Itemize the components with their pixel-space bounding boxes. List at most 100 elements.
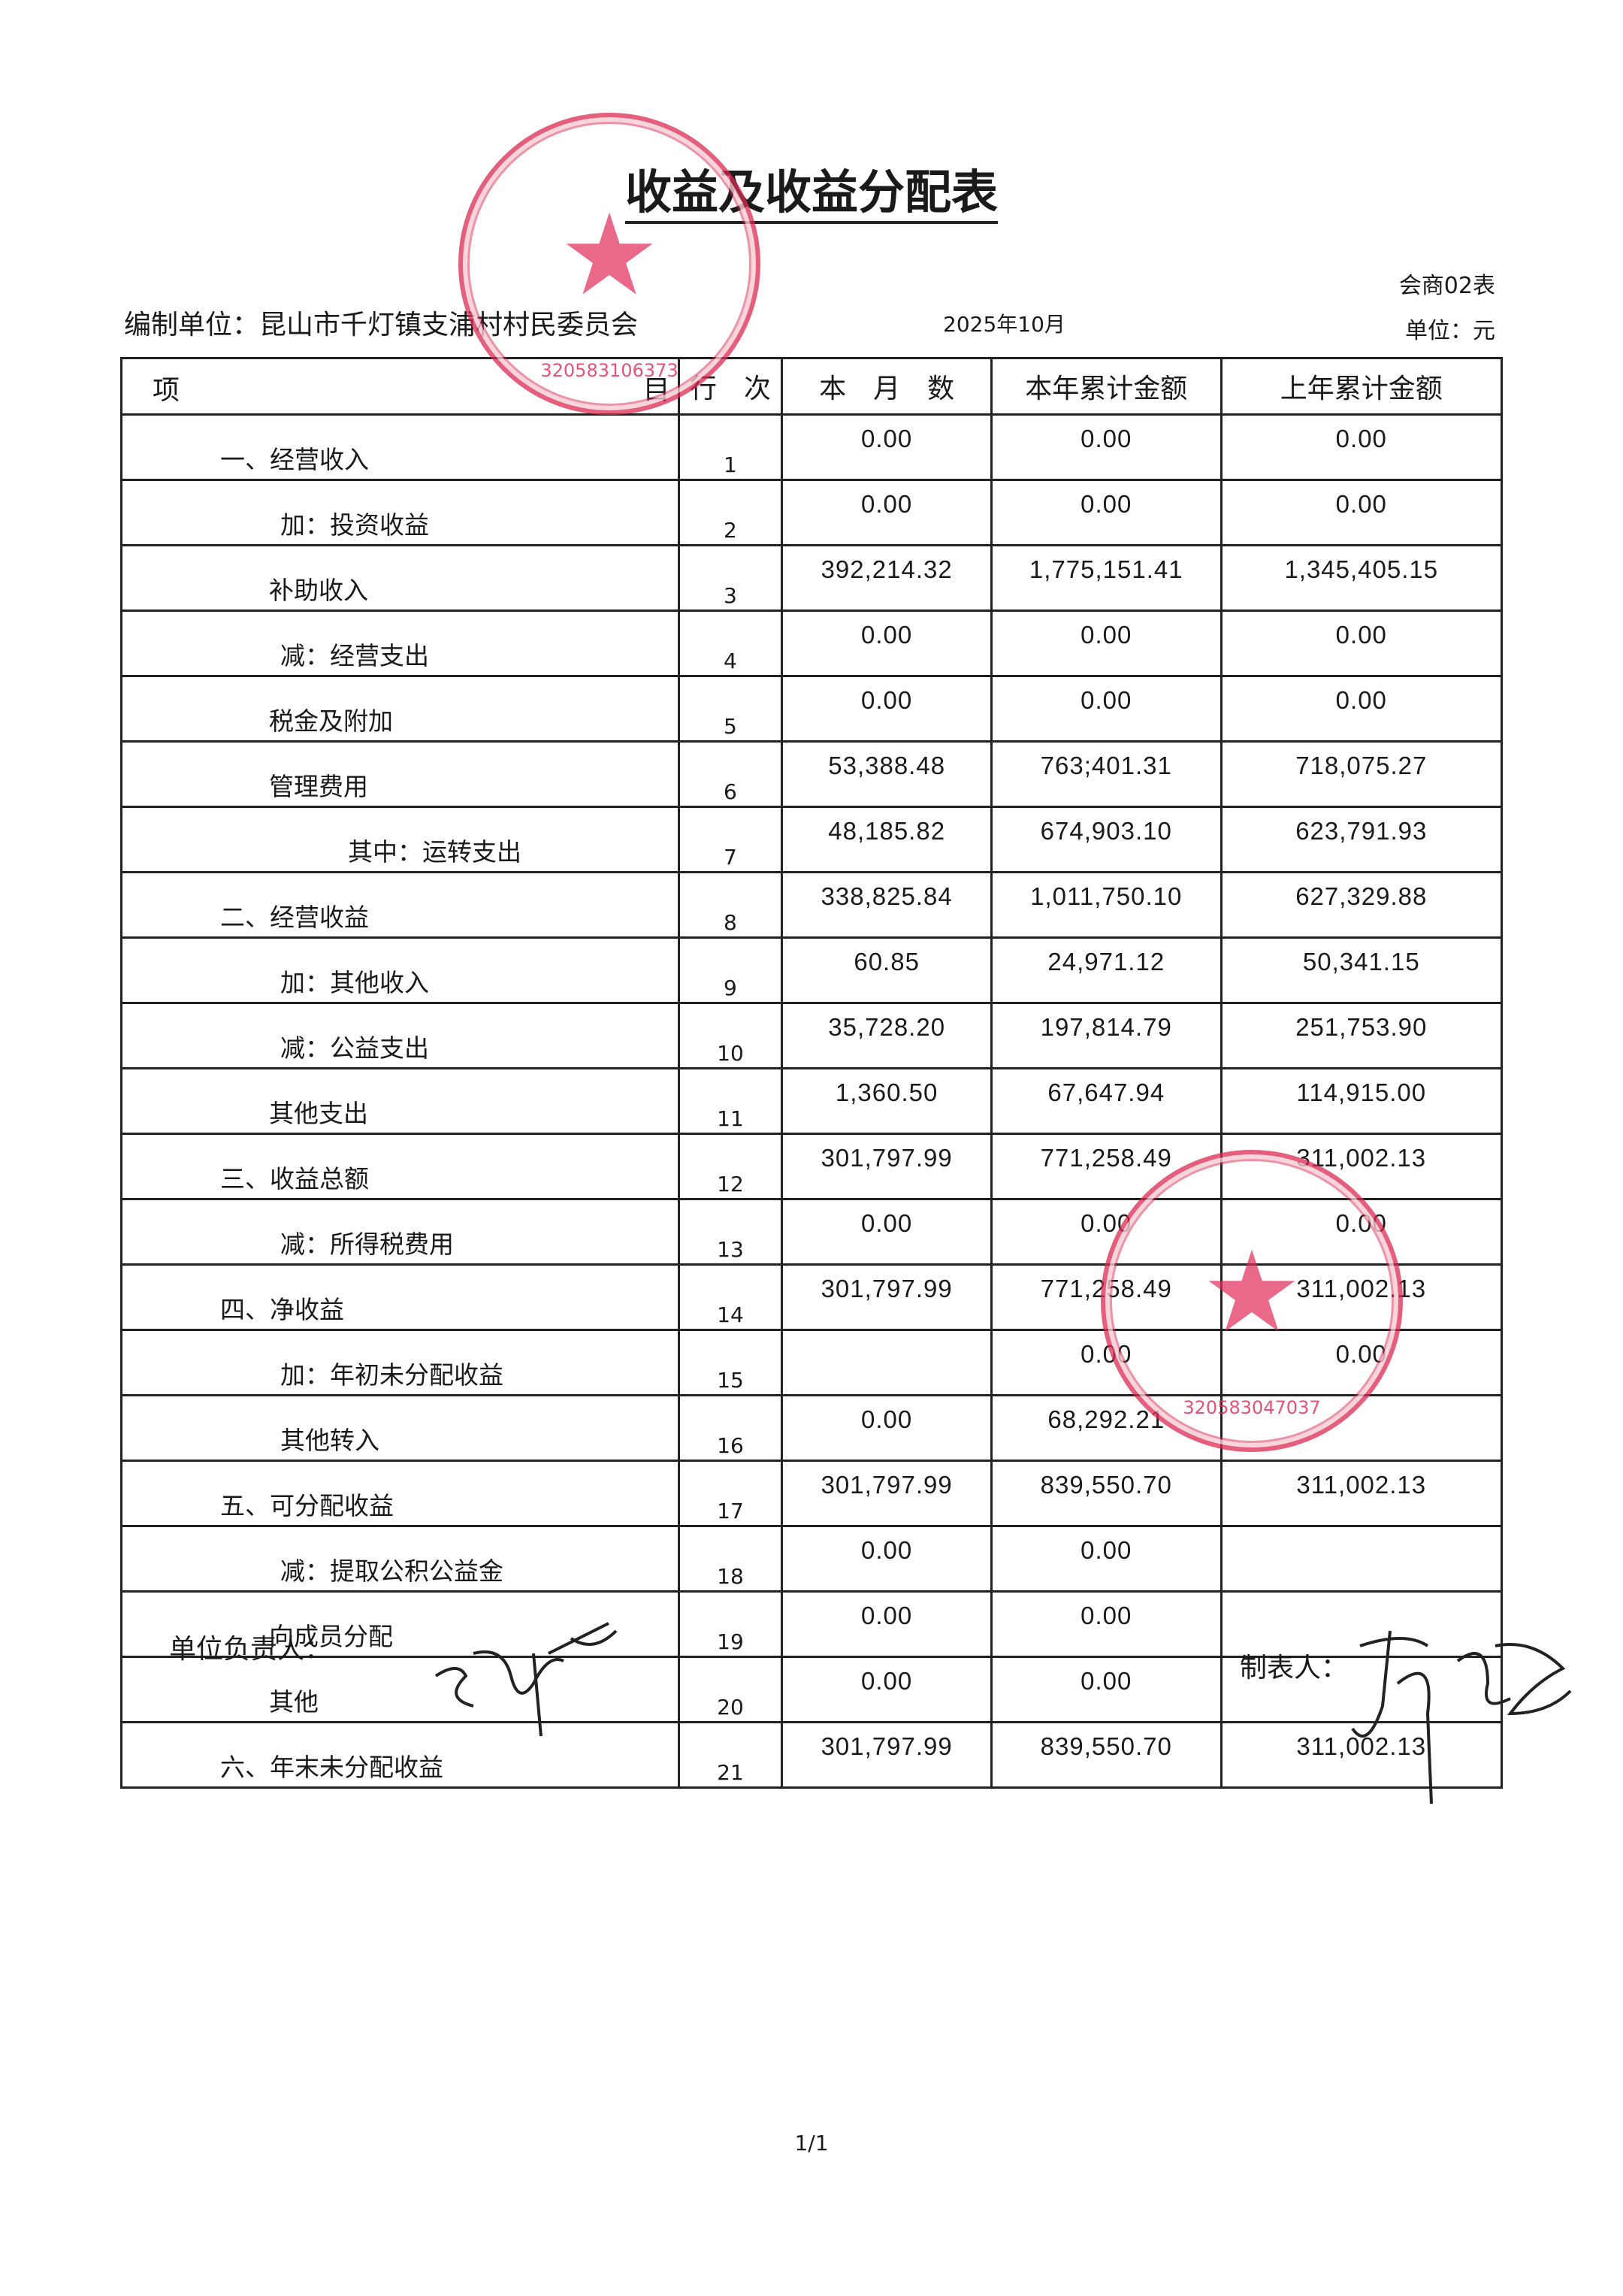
currency-unit: 单位：元 <box>1405 318 1495 344</box>
row-ytd-amount: 197,814.79 <box>990 1002 1223 1069</box>
row-line-number: 4 <box>677 610 784 677</box>
row-item: 减：提取公积公益金 <box>120 1525 680 1593</box>
row-prev-ytd-amount <box>1220 1394 1504 1462</box>
row-month-amount: 0.00 <box>781 1525 993 1593</box>
row-line-number: 17 <box>677 1460 784 1527</box>
table-row: 六、年末未分配收益 21 301,797.99 839,550.70 311,002.1… <box>120 1721 1504 1789</box>
row-line-number: 2 <box>677 479 784 546</box>
row-line-number: 21 <box>677 1721 784 1789</box>
row-month-amount: 53,388.48 <box>781 740 993 808</box>
row-ytd-amount: 0.00 <box>990 610 1223 677</box>
row-item: 其中：运转支出 <box>120 806 680 873</box>
row-ytd-amount: 24,971.12 <box>990 936 1223 1004</box>
table-row: 减：提取公积公益金 18 0.00 0.00 <box>120 1525 1504 1593</box>
row-line-number: 9 <box>677 936 784 1004</box>
row-prev-ytd-amount: 114,915.00 <box>1220 1067 1504 1135</box>
unit-head-signature <box>434 1622 618 1737</box>
table-row: 四、净收益 14 301,797.99 771,258.49 311,002.13 <box>120 1263 1504 1331</box>
row-line-number: 18 <box>677 1525 784 1593</box>
table-row: 一、经营收入 1 0.00 0.00 0.00 <box>120 413 1504 481</box>
row-month-amount: 0.00 <box>781 479 993 546</box>
header-item-right: 目 <box>642 375 670 406</box>
report-period: 2025年10月 <box>943 312 1065 337</box>
row-ytd-amount: 839,550.70 <box>990 1721 1223 1789</box>
row-prev-ytd-amount: 623,791.93 <box>1220 806 1504 873</box>
preparer-label: 制表人： <box>1240 1653 1349 1683</box>
row-month-amount: 301,797.99 <box>781 1721 993 1789</box>
table-row: 减：所得税费用 13 0.00 0.00 0.00 <box>120 1198 1504 1266</box>
row-ytd-amount: 763;401.31 <box>990 740 1223 808</box>
row-prev-ytd-amount: 0.00 <box>1220 413 1504 481</box>
row-line-number: 14 <box>677 1263 784 1331</box>
row-month-amount: 0.00 <box>781 413 993 481</box>
row-line-number: 3 <box>677 544 784 612</box>
row-ytd-amount: 0.00 <box>990 479 1223 546</box>
row-item: 加：投资收益 <box>120 479 680 546</box>
table-row: 减：公益支出 10 35,728.20 197,814.79 251,753.90 <box>120 1002 1504 1069</box>
row-ytd-amount: 0.00 <box>990 1656 1223 1723</box>
row-month-amount: 0.00 <box>781 675 993 743</box>
row-month-amount: 0.00 <box>781 1656 993 1723</box>
row-ytd-amount: 1,775,151.41 <box>990 544 1223 612</box>
row-item: 四、净收益 <box>120 1263 680 1331</box>
row-prev-ytd-amount: 251,753.90 <box>1220 1002 1504 1069</box>
row-ytd-amount: 0.00 <box>990 1198 1223 1266</box>
row-ytd-amount: 68,292.21 <box>990 1394 1223 1462</box>
row-item: 三、收益总额 <box>120 1133 680 1200</box>
row-line-number: 6 <box>677 740 784 808</box>
table-row: 二、经营收益 8 338,825.84 1,011,750.10 627,329.88 <box>120 871 1504 939</box>
table-row: 三、收益总额 12 301,797.99 771,258.49 311,002.13 <box>120 1133 1504 1200</box>
row-item: 五、可分配收益 <box>120 1460 680 1527</box>
row-line-number: 12 <box>677 1133 784 1200</box>
preparing-unit: 编制单位：昆山市千灯镇支浦村村民委员会 <box>124 310 639 340</box>
row-line-number: 15 <box>677 1329 784 1396</box>
row-ytd-amount: 0.00 <box>990 1590 1223 1658</box>
row-item: 一、经营收入 <box>120 413 680 481</box>
row-item: 加：年初未分配收益 <box>120 1329 680 1396</box>
row-line-number: 8 <box>677 871 784 939</box>
row-ytd-amount: 674,903.10 <box>990 806 1223 873</box>
row-month-amount: 0.00 <box>781 1394 993 1462</box>
row-ytd-amount: 839,550.70 <box>990 1460 1223 1527</box>
row-prev-ytd-amount: 0.00 <box>1220 479 1504 546</box>
row-prev-ytd-amount <box>1220 1525 1504 1593</box>
row-month-amount: 0.00 <box>781 1198 993 1266</box>
row-line-number: 16 <box>677 1394 784 1462</box>
unit-head-label: 单位负责人： <box>169 1634 332 1665</box>
header-line: 行 次 <box>677 357 784 416</box>
table-row: 管理费用 6 53,388.48 763;401.31 718,075.27 <box>120 740 1504 808</box>
row-prev-ytd-amount: 50,341.15 <box>1220 936 1504 1004</box>
header-item-left: 项 <box>153 375 180 406</box>
table-row: 加：投资收益 2 0.00 0.00 0.00 <box>120 479 1504 546</box>
row-month-amount: 48,185.82 <box>781 806 993 873</box>
row-prev-ytd-amount: 0.00 <box>1220 610 1504 677</box>
page-number: 1/1 <box>794 2131 829 2155</box>
row-month-amount: 35,728.20 <box>781 1002 993 1069</box>
row-month-amount: 301,797.99 <box>781 1133 993 1200</box>
row-month-amount: 301,797.99 <box>781 1460 993 1527</box>
row-item: 减：公益支出 <box>120 1002 680 1069</box>
row-ytd-amount: 771,258.49 <box>990 1133 1223 1200</box>
table-row: 加：年初未分配收益 15 0.00 0.00 <box>120 1329 1504 1396</box>
row-ytd-amount: 67,647.94 <box>990 1067 1223 1135</box>
row-month-amount: 338,825.84 <box>781 871 993 939</box>
row-ytd-amount: 0.00 <box>990 675 1223 743</box>
title-text: 收益及收益分配表 <box>624 165 998 224</box>
row-line-number: 1 <box>677 413 784 481</box>
row-month-amount: 301,797.99 <box>781 1263 993 1331</box>
row-line-number: 13 <box>677 1198 784 1266</box>
row-ytd-amount: 1,011,750.10 <box>990 871 1223 939</box>
header-item: 项 目 <box>120 357 680 416</box>
row-item: 二、经营收益 <box>120 871 680 939</box>
preparer-signature <box>1351 1630 1572 1804</box>
table-row: 其他支出 11 1,360.50 67,647.94 114,915.00 <box>120 1067 1504 1135</box>
row-prev-ytd-amount: 0.00 <box>1220 1198 1504 1266</box>
row-item: 向成员分配 <box>120 1590 680 1658</box>
row-item: 加：其他收入 <box>120 936 680 1004</box>
row-line-number: 7 <box>677 806 784 873</box>
row-prev-ytd-amount <box>1220 1656 1504 1723</box>
row-line-number: 20 <box>677 1656 784 1723</box>
row-item: 管理费用 <box>120 740 680 808</box>
header-month: 本 月 数 <box>781 357 993 416</box>
table-row: 五、可分配收益 17 301,797.99 839,550.70 311,002.13 <box>120 1460 1504 1527</box>
